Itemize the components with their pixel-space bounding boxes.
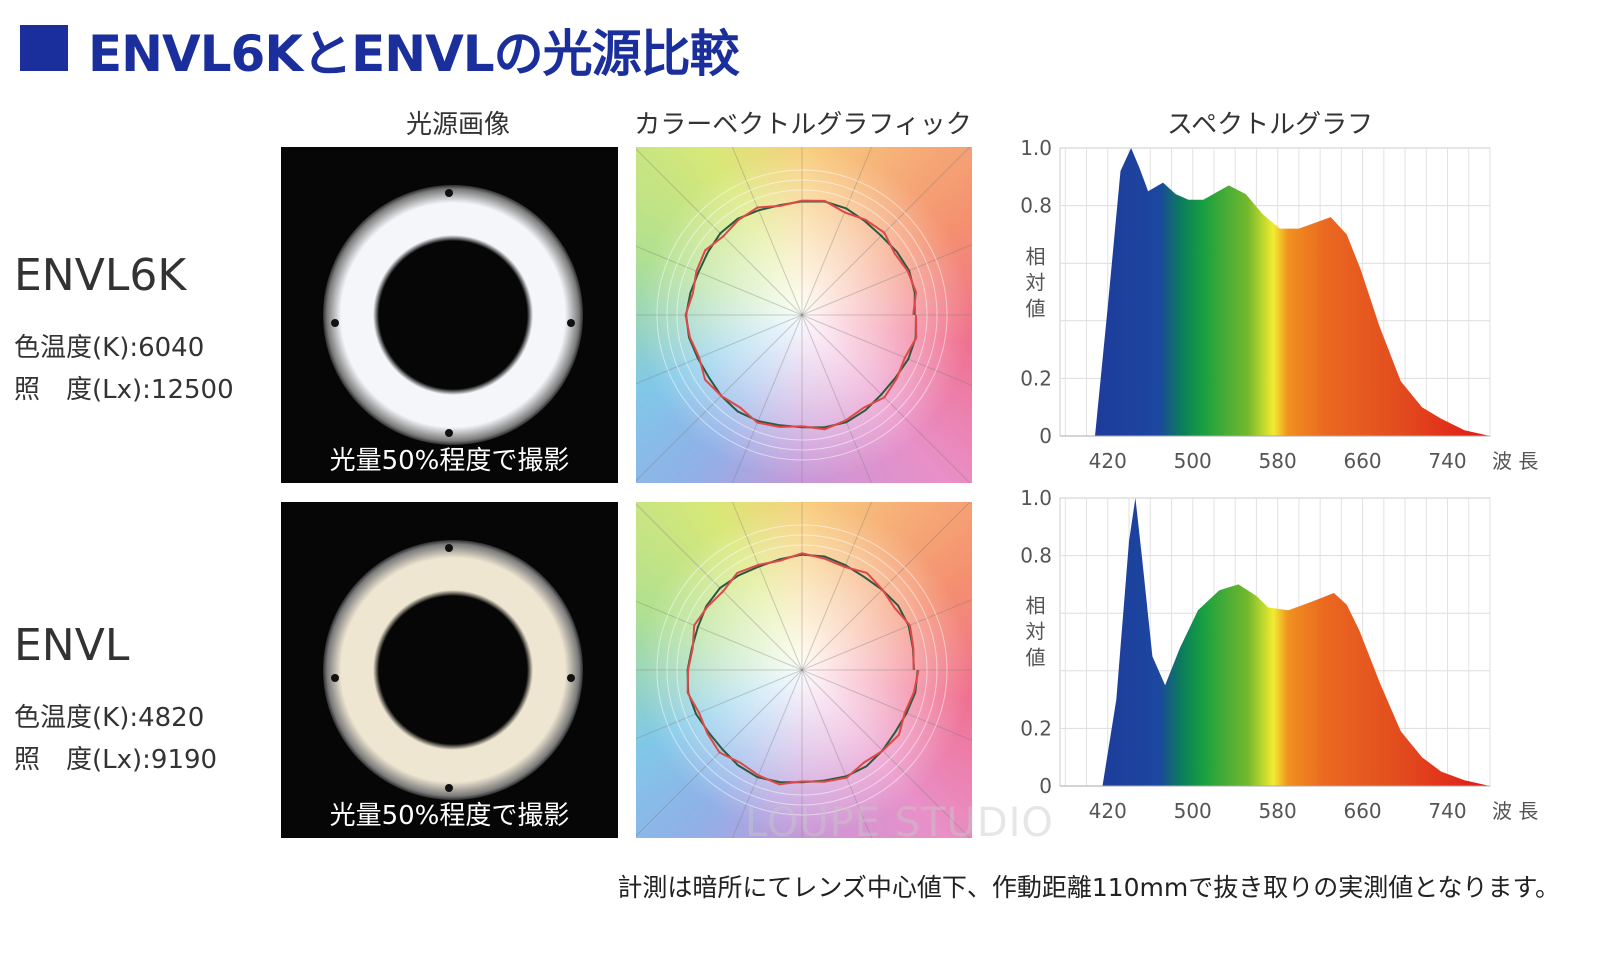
ring-marker-dot (567, 319, 575, 327)
color-temperature: 色温度(K):6040 (14, 333, 205, 363)
vector-spoke (731, 669, 803, 838)
x-axis-label: 波 長 (1492, 449, 1538, 473)
vector-spoke (801, 314, 873, 483)
vector-spoke (801, 147, 873, 316)
vector-ring (666, 179, 938, 451)
y-tick-label: 0.2 (1020, 716, 1052, 740)
y-axis-label: 相対値 (1022, 246, 1046, 324)
vector-spoke (636, 314, 803, 482)
vector-line-measured (684, 199, 918, 431)
vector-spoke (801, 244, 972, 316)
y-tick-label: 1.0 (1020, 136, 1052, 160)
vector-ring (656, 169, 948, 461)
x-tick-label: 580 (1259, 449, 1297, 473)
footnote: 計測は暗所にてレンズ中心値下、作動距離110mmで抜き取りの実測値となります。 (617, 873, 1560, 902)
vector-line-measured (686, 552, 920, 786)
x-tick-label: 660 (1343, 799, 1381, 823)
photo-caption: 光量50%程度で撮影 (329, 446, 570, 476)
vector-spoke (801, 147, 971, 316)
ring-marker-dot (445, 189, 453, 197)
x-tick-label: 420 (1089, 799, 1127, 823)
vector-spoke (731, 314, 803, 483)
vector-spoke (801, 502, 971, 671)
product-name: ENVL (14, 620, 130, 671)
vector-spoke (801, 314, 972, 386)
x-tick-label: 500 (1174, 799, 1212, 823)
vector-spoke (636, 669, 803, 740)
vector-spoke (801, 599, 972, 671)
spectrum-chart: 420 500 580 660 740 1.0 0.8 0.2 0 波 長 (1020, 136, 1538, 473)
x-tick-label: 660 (1343, 449, 1381, 473)
color-temperature: 色温度(K):4820 (14, 703, 205, 733)
ring-marker-dot (331, 319, 339, 327)
ring-marker-dot (445, 544, 453, 552)
color-vector-graphic (636, 502, 972, 838)
vector-spoke (731, 502, 803, 671)
photo-caption: 光量50%程度で撮影 (329, 801, 570, 831)
vector-spoke (801, 669, 972, 741)
column-header-photo: 光源画像 (405, 110, 511, 140)
spectrum-chart: 420 500 580 660 740 1.0 0.8 0.2 0 波 長 (1020, 486, 1538, 823)
x-tick-label: 580 (1259, 799, 1297, 823)
ring-marker-dot (445, 784, 453, 792)
vector-spoke (801, 314, 971, 483)
y-tick-label: 1.0 (1020, 486, 1052, 510)
light-source-photo: 光量50%程度で撮影 (281, 502, 618, 838)
illuminance: 照 度(Lx):12500 (14, 375, 234, 405)
vector-spoke (636, 148, 803, 316)
y-axis-label: 相対値 (1022, 595, 1046, 673)
spectrum-area-ENVL (1102, 498, 1490, 786)
ring-marker-dot (567, 674, 575, 682)
ring-light (323, 185, 583, 445)
vector-spoke (636, 600, 803, 671)
vector-ring (676, 544, 928, 796)
color-vector-graphic (636, 147, 972, 483)
product-name: ENVL6K (14, 250, 187, 301)
ring-marker-dot (445, 429, 453, 437)
vector-spoke (801, 669, 873, 838)
vector-spoke (801, 669, 971, 838)
vector-spoke (636, 669, 803, 837)
watermark-logo: LOUPE STUDIO (745, 800, 1054, 846)
x-tick-label: 420 (1089, 449, 1127, 473)
column-header-spectrum: スペクトルグラフ (1166, 110, 1374, 140)
vector-spoke (636, 503, 803, 671)
vector-spoke (731, 147, 803, 316)
x-tick-label: 740 (1428, 799, 1466, 823)
vector-ring (656, 524, 948, 816)
y-tick-label: 0.8 (1020, 194, 1052, 218)
y-tick-label: 0 (1039, 424, 1052, 448)
title-square-icon (20, 25, 68, 71)
spectrum-area-ENVL6K (1095, 148, 1490, 436)
x-tick-label: 740 (1428, 449, 1466, 473)
x-tick-label: 500 (1174, 449, 1212, 473)
x-axis-label: 波 長 (1492, 799, 1538, 823)
ring-light (323, 540, 583, 800)
illuminance: 照 度(Lx):9190 (14, 745, 218, 775)
ring-marker-dot (331, 674, 339, 682)
vector-spoke (636, 245, 803, 316)
page-title: ENVL6KとENVLの光源比較 (88, 25, 740, 83)
y-tick-label: 0.8 (1020, 544, 1052, 568)
vector-spoke (636, 314, 803, 385)
vector-ring (676, 189, 928, 441)
column-header-vector: カラーベクトルグラフィック (634, 110, 972, 140)
vector-spoke (801, 502, 873, 671)
vector-ring (666, 534, 938, 806)
y-tick-label: 0.2 (1020, 366, 1052, 390)
y-tick-label: 0 (1039, 774, 1052, 798)
light-source-photo: 光量50%程度で撮影 (281, 147, 618, 483)
